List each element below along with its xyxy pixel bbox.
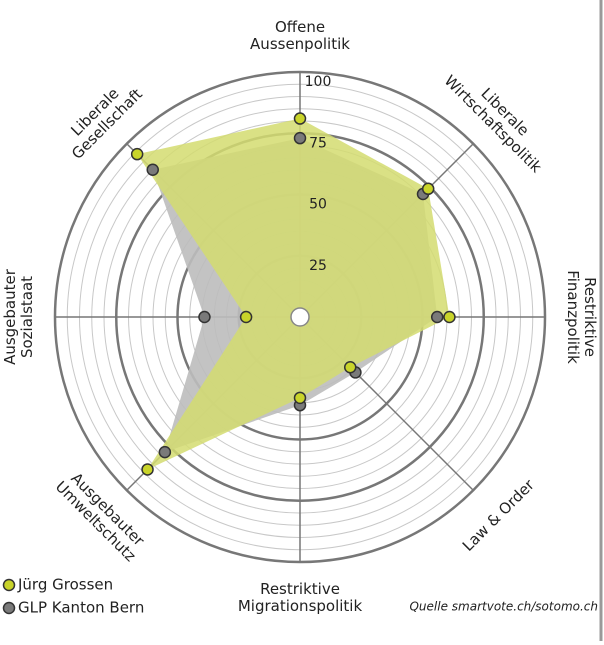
radar-point bbox=[421, 182, 435, 196]
r-tick-label: 100 bbox=[305, 74, 332, 90]
radar-point bbox=[198, 310, 211, 324]
legend-marker bbox=[2, 578, 16, 592]
legend-marker bbox=[2, 601, 16, 615]
category-label: Ausgebauter Sozialstaat bbox=[1, 268, 36, 365]
category-line: Offene bbox=[275, 18, 325, 36]
category-line: Sozialstaat bbox=[18, 276, 36, 358]
r-tick-label: 50 bbox=[309, 197, 327, 213]
legend-label: Jürg Grossen bbox=[17, 576, 113, 594]
radar-point bbox=[430, 310, 444, 324]
radar-point bbox=[343, 360, 357, 374]
radar-area bbox=[137, 118, 450, 470]
category-line: Restriktive bbox=[581, 277, 599, 357]
center-hole bbox=[290, 307, 310, 327]
category-line: Ausgebauter bbox=[1, 268, 19, 365]
category-line: Restriktive bbox=[260, 580, 340, 598]
category-line: Migrationspolitik bbox=[238, 597, 363, 615]
radar-point bbox=[141, 463, 154, 476]
radar-point bbox=[158, 445, 172, 459]
radar-point bbox=[130, 147, 144, 161]
source: Quelle smartvote.ch/sotomo.ch bbox=[409, 600, 598, 614]
legend-label: GLP Kanton Bern bbox=[18, 599, 144, 617]
category-line: Aussenpolitik bbox=[250, 35, 350, 53]
radar-point bbox=[293, 131, 307, 145]
radar-point bbox=[293, 391, 307, 405]
r-tick-label: 25 bbox=[309, 258, 327, 274]
radar-point bbox=[146, 163, 159, 176]
radar-point bbox=[293, 112, 307, 125]
radar-point bbox=[239, 310, 253, 324]
category-line: Finanzpolitik bbox=[564, 270, 582, 364]
radar-point bbox=[443, 310, 456, 324]
r-tick-label: 75 bbox=[309, 135, 327, 151]
